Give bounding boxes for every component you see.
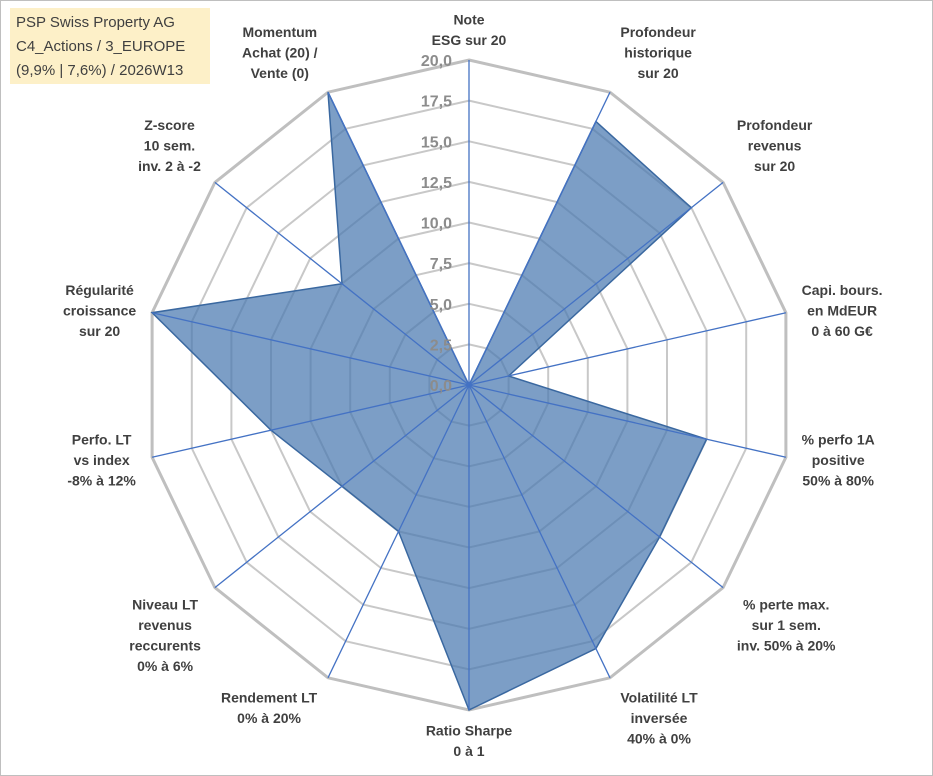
- axis-label-5: % perte max. sur 1 sem. inv. 50% à 20%: [737, 596, 836, 653]
- axis-label-line: Capi. bours.: [802, 282, 883, 298]
- axis-label-line: sur 20: [79, 323, 120, 339]
- axis-label-line: revenus: [748, 138, 802, 154]
- tick-label: 12,5: [421, 175, 452, 192]
- tick-label: 20,0: [421, 53, 452, 70]
- axis-label-line: Perfo. LT: [72, 431, 132, 447]
- tick-layer: 0,0 2,5 5,0 7,5 10,0 12,5 15,0 17,5 20,0: [421, 53, 452, 395]
- axis-label-line: Momentum: [242, 24, 317, 40]
- axis-label-line: inv. 2 à -2: [138, 158, 201, 174]
- axis-label-3: Capi. bours. en MdEUR 0 à 60 G€: [802, 282, 883, 339]
- axis-label-line: croissance: [63, 303, 136, 319]
- axis-spoke-9: [214, 384, 470, 589]
- axis-label-line: Achat (20) /: [242, 45, 318, 61]
- axis-label-line: Z-score: [144, 117, 195, 133]
- axis-label-8: Rendement LT 0% à 20%: [221, 689, 318, 726]
- axis-label-9: Niveau LT revenus reccurents 0% à 6%: [129, 596, 201, 674]
- axis-label-line: Rendement LT: [221, 689, 318, 705]
- axis-label-line: vs index: [74, 452, 130, 468]
- axis-label-line: -8% à 12%: [67, 472, 136, 488]
- axis-label-line: sur 20: [754, 158, 795, 174]
- tick-label: 0,0: [430, 378, 452, 395]
- stock-info-box: PSP Swiss Property AG C4_Actions / 3_EUR…: [10, 8, 210, 84]
- axis-label-line: Vente (0): [251, 65, 309, 81]
- label-layer: Note ESG sur 20 Profondeur historique sur 20…: [63, 12, 883, 760]
- axis-spoke-12: [214, 181, 470, 386]
- axis-spoke-1: [468, 91, 611, 386]
- axis-label-line: historique: [624, 45, 692, 61]
- axis-spoke-10: [151, 384, 470, 458]
- axis-layer: [151, 60, 787, 710]
- axis-label-0: Note ESG sur 20: [432, 12, 507, 49]
- axis-label-line: Niveau LT: [132, 596, 198, 612]
- tick-label: 5,0: [430, 297, 452, 314]
- axis-spoke-6: [468, 384, 611, 679]
- axis-label-13: Momentum Achat (20) / Vente (0): [242, 24, 318, 81]
- tick-label: 15,0: [421, 134, 452, 151]
- axis-spoke-13: [327, 91, 470, 386]
- axis-label-line: % perfo 1A: [802, 431, 875, 447]
- axis-spoke-11: [151, 312, 470, 386]
- stock-category: C4_Actions / 3_EUROPE: [16, 38, 186, 55]
- axis-label-line: reccurents: [129, 637, 201, 653]
- axis-label-line: 0% à 6%: [137, 658, 194, 674]
- axis-label-line: 40% à 0%: [627, 730, 691, 746]
- stock-performance: (9,9% | 7,6%) / 2026W13: [16, 62, 184, 79]
- axis-label-1: Profondeur historique sur 20: [620, 24, 696, 81]
- axis-label-2: Profondeur revenus sur 20: [737, 117, 813, 174]
- axis-label-line: en MdEUR: [807, 303, 877, 319]
- tick-label: 10,0: [421, 216, 452, 233]
- axis-label-line: revenus: [138, 617, 192, 633]
- axis-label-line: Profondeur: [737, 117, 813, 133]
- axis-label-line: inv. 50% à 20%: [737, 637, 836, 653]
- axis-spoke-4: [468, 384, 787, 458]
- axis-label-line: positive: [812, 452, 865, 468]
- axis-label-line: Régularité: [65, 282, 134, 298]
- axis-label-line: sur 1 sem.: [752, 617, 821, 633]
- tick-label: 17,5: [421, 94, 452, 111]
- axis-label-line: Note: [453, 12, 484, 28]
- tick-label: 2,5: [430, 337, 452, 354]
- tick-label: 7,5: [430, 256, 452, 273]
- axis-label-7: Ratio Sharpe 0 à 1: [426, 723, 513, 760]
- axis-label-line: 0 à 60 G€: [811, 323, 873, 339]
- axis-label-line: Ratio Sharpe: [426, 723, 513, 739]
- axis-label-11: Régularité croissance sur 20: [63, 282, 136, 339]
- axis-label-4: % perfo 1A positive 50% à 80%: [802, 431, 875, 488]
- axis-label-line: % perte max.: [743, 596, 829, 612]
- axis-label-12: Z-score 10 sem. inv. 2 à -2: [138, 117, 201, 174]
- axis-label-line: ESG sur 20: [432, 32, 507, 48]
- axis-label-line: Profondeur: [620, 24, 696, 40]
- axis-label-line: Volatilité LT: [620, 689, 698, 705]
- axis-label-line: 0% à 20%: [237, 710, 301, 726]
- axis-label-line: 50% à 80%: [802, 472, 874, 488]
- axis-spoke-5: [468, 384, 724, 589]
- axis-spoke-2: [468, 181, 724, 386]
- axis-spoke-3: [468, 312, 787, 386]
- axis-label-line: inversée: [631, 710, 688, 726]
- axis-label-6: Volatilité LT inversée 40% à 0%: [620, 689, 698, 746]
- axis-label-line: sur 20: [637, 65, 678, 81]
- axis-label-line: 10 sem.: [144, 138, 195, 154]
- axis-label-line: 0 à 1: [453, 743, 484, 759]
- axis-spoke-8: [327, 384, 470, 679]
- stock-name: PSP Swiss Property AG: [16, 14, 175, 31]
- axis-label-10: Perfo. LT vs index -8% à 12%: [67, 431, 136, 488]
